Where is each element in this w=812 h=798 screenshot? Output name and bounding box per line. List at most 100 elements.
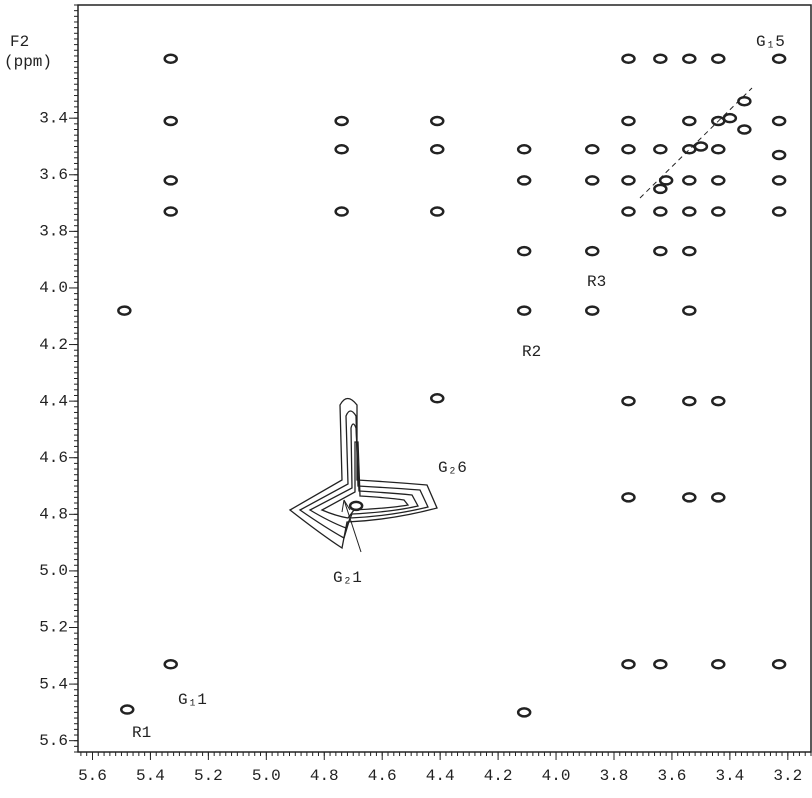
annotation: G₂6 [438,459,467,477]
y-tick-label: 5.0 [39,562,68,580]
y-tick-label: 5.4 [39,675,68,693]
cross-peak [334,144,349,155]
cross-peak [516,245,532,257]
y-tick-label: 4.0 [39,279,68,297]
cross-peak [682,115,697,127]
cross-peak [682,206,697,217]
cross-peak [682,144,697,155]
cross-peak [737,95,752,107]
cross-peak [653,245,668,257]
cross-peak [516,305,532,316]
cross-peak [430,115,445,127]
cross-peak [430,206,445,217]
cross-peak [682,395,697,407]
x-tick-label: 4.6 [368,767,397,785]
cross-peak [585,144,600,155]
x-tick-label: 5.6 [78,767,107,785]
cross-peak [163,206,178,217]
cross-peak [711,659,726,670]
cross-peak [120,704,135,715]
cross-peak [621,175,636,186]
cross-peak [682,175,697,186]
cross-peak [771,53,787,65]
arrow [343,499,362,553]
y-tick-label: 4.4 [39,392,68,410]
cross-peak [771,175,787,186]
cross-peak [163,115,178,127]
cross-peak [682,492,697,503]
y-tick-label: 4.2 [39,336,68,354]
cross-peak [117,305,132,316]
x-tick-label: 5.0 [252,767,281,785]
x-tick-label: 3.2 [773,767,802,785]
x-tick-label: 3.6 [658,767,687,785]
cross-peak [585,245,600,257]
y-axis-label: (ppm) [4,53,52,71]
cross-peak [516,175,532,186]
cross-peak [516,144,532,155]
cross-peak [658,175,674,186]
cross-peak [653,183,668,195]
y-tick-label: 3.8 [39,223,68,241]
cross-peak [653,144,668,155]
y-tick-label: 5.2 [39,619,68,637]
cross-peak [711,395,726,407]
cross-peak [711,53,726,65]
y-axis-label: F2 [10,33,29,51]
cross-peak [722,112,738,124]
arrow-head [341,499,351,513]
annotation: G₁1 [178,691,207,709]
cross-peak [348,500,364,512]
cross-peak [621,659,636,670]
cross-peak [682,53,697,65]
contour [320,441,410,519]
cross-peak [163,175,178,186]
cross-peak [682,305,697,316]
x-tick-label: 3.4 [715,767,744,785]
cross-peak [334,206,349,217]
y-tick-label: 3.6 [39,166,68,184]
cross-peak [621,492,636,503]
cross-peak [771,206,787,217]
y-tick-label: 3.4 [39,109,68,127]
g21-contour [288,397,438,550]
cross-peak [516,707,532,718]
annotation: G₁5 [756,33,785,51]
x-tick-label: 4.4 [426,767,455,785]
cross-peak [682,245,697,257]
cross-peak [711,144,726,155]
contour [308,423,419,529]
cross-peak [621,144,636,155]
cross-peak [771,115,787,127]
cross-peak [430,393,445,404]
cross-peak [737,124,752,135]
cross-peak [585,175,600,186]
plot-frame [77,4,812,753]
cross-peak [653,53,668,65]
x-tick-label: 3.8 [600,767,629,785]
x-tick-label: 4.8 [310,767,339,785]
cross-peak [621,395,636,407]
cross-peak [621,53,636,65]
cross-peak [163,659,178,670]
y-tick-label: 5.6 [39,732,68,750]
cross-peak [163,53,178,65]
cross-peak [711,206,726,217]
cross-peak [653,659,668,670]
contour [298,410,429,539]
cross-peak [585,305,600,316]
cross-peak [621,206,636,217]
cross-peak [653,206,668,217]
y-tick-label: 4.8 [39,506,68,524]
contour [288,397,438,550]
y-tick-label: 4.6 [39,449,68,467]
annotation: R1 [132,724,151,742]
cross-peak [711,492,726,503]
x-tick-label: 4.0 [542,767,571,785]
cross-peak [711,175,726,186]
annotation: R2 [522,343,541,361]
cross-peak [771,659,787,670]
annotation: G₂1 [333,569,362,587]
